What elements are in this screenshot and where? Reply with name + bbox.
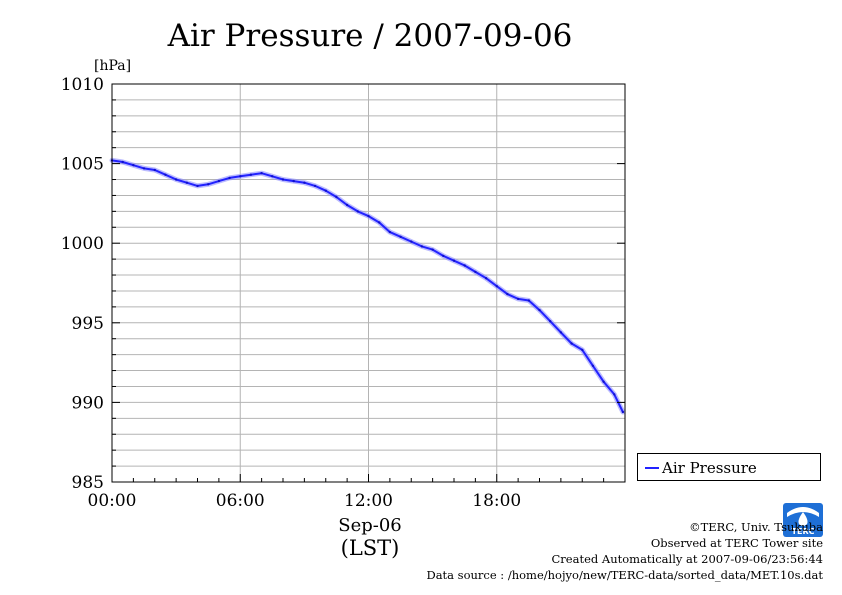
- data-point: [452, 259, 456, 262]
- data-point: [292, 179, 295, 183]
- data-point: [281, 178, 285, 181]
- data-point: [506, 292, 509, 296]
- data-point: [516, 297, 520, 301]
- data-point: [196, 184, 199, 188]
- data-point: [591, 364, 595, 367]
- chart-grid: [112, 84, 625, 482]
- data-point: [484, 277, 488, 280]
- x-tick-label: 12:00: [344, 491, 393, 511]
- data-point: [356, 210, 359, 213]
- data-point: [217, 179, 221, 183]
- svg-text:TERC: TERC: [792, 527, 815, 536]
- chart-title: Air Pressure / 2007-09-06: [167, 18, 573, 54]
- data-point: [388, 230, 392, 234]
- data-point: [613, 393, 616, 396]
- data-point: [239, 175, 242, 178]
- created-text: Created Automatically at 2007-09-06/23:5…: [551, 552, 824, 566]
- data-point: [164, 173, 167, 176]
- data-point: [581, 348, 584, 352]
- data-point: [538, 308, 541, 312]
- observed-text: Observed at TERC Tower site: [650, 536, 823, 550]
- chart-credits: ©TERC, Univ. Tsukuba Observed at TERC To…: [426, 519, 823, 583]
- data-point: [549, 320, 552, 323]
- y-tick-label: 1005: [61, 155, 104, 175]
- data-source-text: Data source : /home/hojyo/new/TERC-data/…: [426, 568, 823, 582]
- data-point: [174, 178, 178, 181]
- data-point: [132, 164, 135, 167]
- data-point: [602, 380, 605, 383]
- data-point: [410, 240, 413, 243]
- data-point: [324, 189, 327, 192]
- y-axis: 985 990 995 1000 1005 1010: [61, 75, 625, 493]
- data-point: [495, 285, 498, 288]
- data-point: [559, 331, 563, 334]
- data-point: [621, 410, 625, 414]
- data-point: [570, 342, 573, 345]
- data-point: [431, 248, 434, 251]
- data-point: [142, 167, 146, 170]
- data-point: [228, 176, 231, 180]
- data-point: [249, 173, 253, 176]
- y-tick-label: 995: [72, 314, 104, 334]
- data-point: [313, 184, 317, 188]
- x-axis: 00:00 06:00 12:00 18:00: [88, 474, 605, 511]
- y-tick-label: 990: [72, 393, 104, 413]
- copyright-text: ©TERC, Univ. Tsukuba: [689, 520, 823, 534]
- series-line-air-pressure: [111, 159, 624, 413]
- data-point: [345, 203, 349, 207]
- data-point: [303, 181, 306, 184]
- x-tick-label: 18:00: [472, 491, 521, 511]
- data-point: [527, 299, 530, 302]
- data-point: [399, 235, 402, 238]
- data-point: [378, 221, 381, 224]
- terc-logo: TERC: [783, 503, 823, 537]
- x-tick-label: 06:00: [216, 491, 265, 511]
- data-point: [121, 160, 124, 164]
- data-point: [260, 172, 263, 175]
- data-point: [442, 254, 445, 258]
- data-point: [420, 245, 424, 248]
- data-point: [474, 270, 477, 274]
- x-tick-label: 00:00: [88, 491, 137, 511]
- x-axis-timezone-label: (LST): [341, 536, 400, 560]
- data-point: [185, 181, 188, 184]
- series-layer: [109, 157, 626, 415]
- legend-label-air-pressure: Air Pressure: [662, 459, 757, 477]
- chart-legend: Air Pressure: [637, 453, 821, 481]
- legend-swatch-air-pressure: [645, 467, 659, 469]
- y-axis-unit-label: [hPa]: [94, 58, 131, 74]
- data-point: [463, 264, 466, 267]
- data-point: [271, 175, 274, 178]
- series-band-air-pressure: [109, 157, 626, 415]
- data-point: [153, 168, 156, 172]
- x-axis-label: Sep-06: [338, 515, 402, 536]
- y-tick-label: 1000: [61, 234, 104, 254]
- y-tick-label: 985: [72, 473, 104, 493]
- data-point: [335, 195, 338, 199]
- data-point: [367, 214, 370, 218]
- y-tick-label: 1010: [61, 75, 104, 95]
- data-point: [207, 183, 210, 186]
